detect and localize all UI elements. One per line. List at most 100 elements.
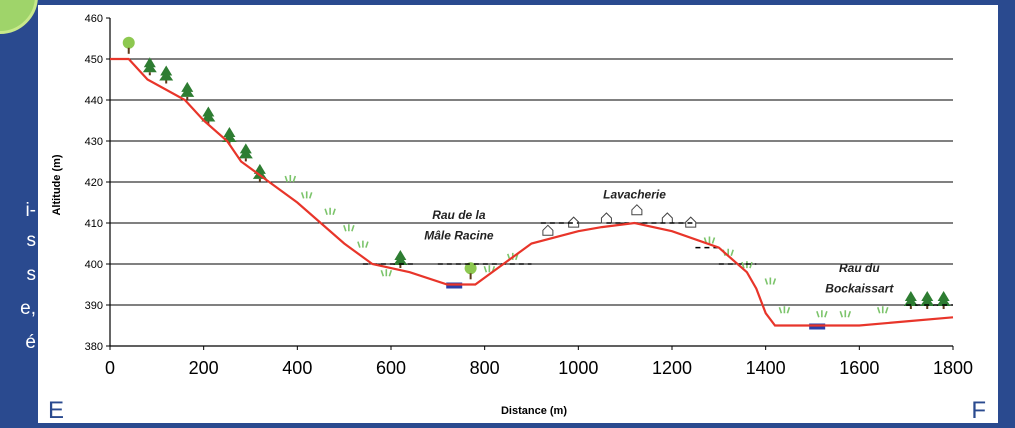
tree-icon — [238, 143, 253, 162]
tree-icon-bottom — [393, 255, 408, 265]
annotation-label: Rau de la — [432, 208, 486, 222]
y-tick-label: 410 — [85, 218, 103, 230]
tree-icon-trunk — [148, 72, 151, 76]
tree-icon-trunk — [207, 121, 210, 125]
corner-label-left: E — [48, 397, 65, 424]
tree-icon-bottom — [903, 296, 918, 306]
house-icon-shape — [631, 204, 643, 216]
corner-label-right: F — [971, 397, 986, 424]
grass-icon — [778, 306, 791, 314]
house-icon — [542, 224, 554, 236]
side-text-line: é — [25, 332, 36, 353]
tree-icon-trunk — [942, 306, 945, 309]
tree-icon-bottom — [201, 111, 216, 122]
x-tick-label: 1000 — [558, 358, 598, 378]
y-tick-label: 430 — [85, 136, 103, 148]
grass-icon — [357, 240, 369, 248]
tree-icon-bottom — [920, 296, 935, 306]
y-tick-label: 450 — [85, 54, 103, 66]
side-text-line: s — [26, 264, 37, 285]
grass-icon-blades — [816, 310, 828, 318]
chart-panel: 380 390 400 410 420 430 440 450 460 0 200 400 600 800… — [38, 5, 998, 424]
tree-icon-trunk — [399, 265, 402, 268]
x-tick-label: 1600 — [839, 358, 879, 378]
grass-icon — [839, 310, 852, 318]
tree-icon-bottom — [238, 148, 253, 159]
house-icon — [600, 212, 612, 224]
side-text-line: i- — [25, 200, 36, 221]
tree-icon-bottom — [180, 86, 195, 97]
grass-icon — [343, 224, 355, 232]
annotations: Rau de la Mâle Racine Lavacherie Rau du Bock… — [424, 187, 894, 295]
house-icon-shape — [568, 216, 580, 228]
grass-icon-blades — [343, 224, 355, 232]
logo-badge — [0, 0, 38, 34]
tree-icon — [222, 127, 237, 145]
profile-series — [110, 57, 954, 327]
deciduous-tree-icon-trunk — [127, 47, 130, 54]
tree-icon-trunk — [165, 80, 168, 84]
x-tick-label: 800 — [470, 358, 500, 378]
tree-icon-trunk — [244, 158, 247, 162]
grass-icon-blades — [839, 310, 852, 318]
house-icon — [568, 216, 580, 228]
tree-icon — [201, 106, 216, 125]
grass-icon-blades — [380, 269, 393, 277]
x-tick-label: 600 — [376, 358, 406, 378]
tree-icon-trunk — [926, 306, 929, 309]
y-tick-label: 400 — [85, 259, 103, 271]
tree-icon — [393, 250, 408, 268]
tick-labels: 380 390 400 410 420 430 440 450 460 0 200 400 600 800… — [85, 13, 973, 378]
grass-icon-blades — [778, 306, 791, 314]
deciduous-tree-icon — [464, 262, 477, 280]
tree-icon-bottom — [142, 62, 157, 73]
tree-icon-trunk — [186, 96, 189, 100]
annotation-label: Bockaissart — [825, 282, 894, 296]
grass-icon-blades — [324, 207, 336, 216]
x-axis-label: Distance (m) — [501, 405, 567, 417]
grass-icon — [764, 277, 777, 285]
tree-icon — [142, 57, 157, 76]
grass-icon-blades — [357, 240, 369, 248]
house-icon-shape — [685, 216, 697, 228]
tree-icon — [180, 81, 195, 100]
y-tick-label: 440 — [85, 95, 103, 107]
grass-icon — [324, 207, 336, 216]
grass-icon — [300, 191, 313, 199]
annotation-label: Mâle Racine — [424, 228, 494, 242]
x-tick-label: 1800 — [933, 358, 973, 378]
x-tick-label: 400 — [282, 358, 312, 378]
house-icon — [685, 216, 697, 228]
annotation-label: Lavacherie — [603, 187, 666, 201]
tree-icon-trunk — [909, 306, 912, 309]
y-tick-label: 390 — [85, 300, 103, 312]
house-icon — [661, 212, 673, 224]
deciduous-tree-icon-crown — [464, 262, 477, 275]
house-icon — [631, 204, 643, 216]
grass-icon-blades — [876, 306, 889, 314]
tree-icon — [159, 65, 174, 84]
annotation-label: Rau du — [839, 261, 880, 275]
tree-icon — [936, 291, 951, 309]
elevation-profile-chart: 380 390 400 410 420 430 440 450 460 0 200 400 600 800… — [51, 13, 973, 417]
y-axis-label: Altitude (m) — [51, 154, 63, 215]
house-icon-shape — [661, 212, 673, 224]
x-tick-label: 1400 — [746, 358, 786, 378]
side-text-line: s — [26, 230, 37, 251]
tree-icon — [920, 291, 935, 309]
tree-icon-bottom — [159, 70, 174, 81]
x-tick-label: 200 — [189, 358, 219, 378]
x-tick-label: 1200 — [652, 358, 692, 378]
y-tick-label: 420 — [85, 177, 103, 189]
deciduous-tree-icon-trunk — [469, 273, 472, 280]
grass-icon-blades — [764, 277, 777, 285]
gridlines — [110, 58, 953, 306]
y-tick-label: 460 — [85, 13, 103, 25]
house-icon-shape — [542, 224, 554, 236]
profile-line — [110, 57, 954, 327]
grass-icon — [284, 175, 297, 183]
grass-icon-blades — [300, 191, 313, 199]
tree-icon — [903, 291, 918, 309]
grass-icon — [380, 269, 393, 277]
deciduous-tree-icon — [122, 36, 135, 54]
